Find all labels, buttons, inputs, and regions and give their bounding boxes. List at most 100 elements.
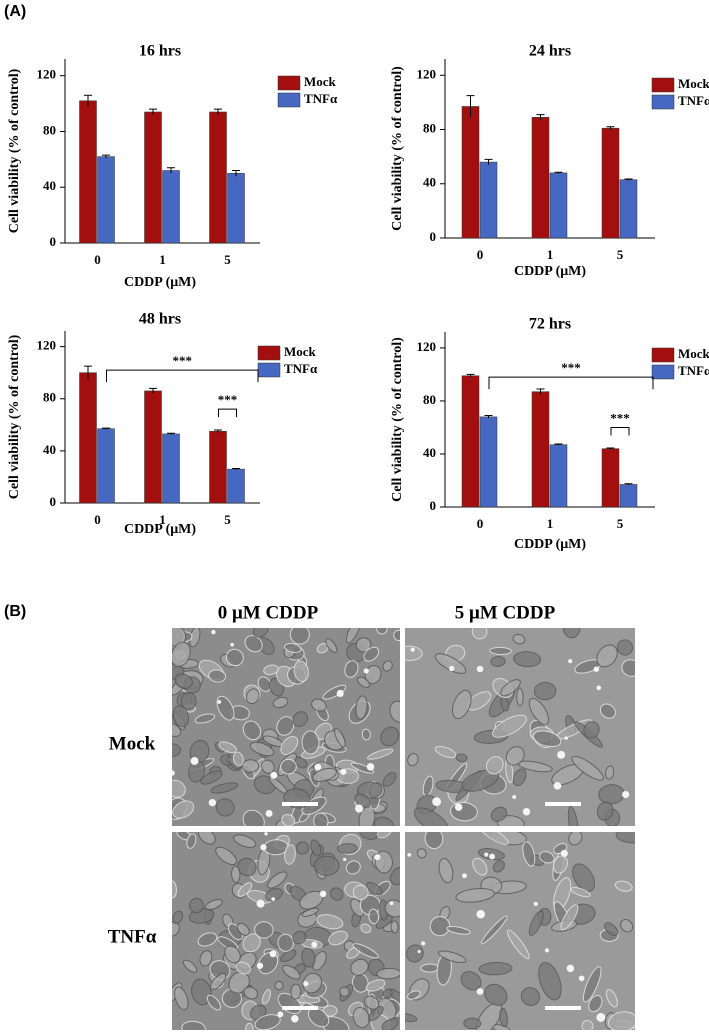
cell — [301, 947, 316, 968]
bar — [209, 111, 227, 244]
cell — [290, 983, 302, 1000]
bright-spot — [522, 807, 531, 816]
cell — [614, 880, 633, 892]
cell — [328, 930, 348, 946]
bar — [461, 375, 480, 508]
cell — [261, 989, 271, 1005]
cell — [360, 923, 372, 934]
cell — [352, 884, 369, 901]
legend-label: Mock — [284, 344, 317, 359]
bar — [461, 106, 480, 239]
cell — [390, 920, 399, 934]
significance-label: *** — [218, 392, 238, 407]
cell — [350, 762, 375, 774]
x-tick-label: 1 — [159, 252, 166, 267]
cell — [429, 916, 451, 937]
cell — [368, 1005, 384, 1022]
cell — [499, 1007, 508, 1028]
bright-spot — [217, 699, 222, 704]
cell — [607, 1011, 635, 1030]
bright-spot — [593, 666, 600, 672]
cell — [218, 741, 237, 754]
bright-spot — [363, 668, 369, 674]
cell — [484, 983, 508, 1006]
x-tick-label: 0 — [477, 516, 484, 531]
bright-spot — [311, 941, 318, 948]
cell — [242, 809, 265, 826]
cell — [568, 832, 583, 846]
bar — [97, 156, 115, 244]
bright-spot — [432, 797, 441, 807]
bright-spot — [340, 768, 347, 775]
cell — [437, 950, 467, 964]
y-tick-label: 0 — [430, 498, 437, 513]
bright-spot — [622, 790, 630, 799]
cell — [438, 858, 454, 884]
significance-label: *** — [561, 360, 581, 375]
row-label: TNFα — [108, 926, 157, 947]
micrograph — [172, 832, 400, 1030]
cell — [382, 772, 397, 787]
legend-swatch — [651, 347, 675, 363]
cell — [235, 961, 251, 975]
bar — [479, 161, 498, 239]
cell — [365, 979, 386, 992]
y-tick-label: 120 — [37, 338, 57, 353]
cell — [355, 695, 368, 720]
cell — [479, 832, 509, 845]
cell — [506, 929, 530, 960]
panel-label: (B) — [4, 603, 26, 620]
bright-spot — [410, 647, 415, 652]
cell — [434, 653, 467, 674]
cell — [265, 888, 283, 902]
bright-spot — [374, 854, 381, 861]
cell — [334, 727, 346, 748]
bright-spot — [269, 950, 277, 958]
cell — [257, 676, 272, 692]
bar — [79, 100, 97, 244]
cell — [620, 919, 634, 933]
cell — [616, 639, 634, 656]
cell — [350, 958, 369, 976]
bar — [601, 127, 620, 239]
cell — [562, 628, 581, 639]
cell — [405, 645, 423, 662]
panel-label: (A) — [4, 3, 26, 20]
cell — [188, 897, 204, 914]
y-tick-label: 0 — [50, 234, 57, 249]
bright-spot — [264, 832, 268, 836]
error-bar — [214, 429, 222, 433]
error-bar — [484, 158, 493, 165]
cell — [406, 944, 424, 963]
legend-swatch — [257, 345, 281, 361]
cell — [492, 714, 527, 738]
cell — [352, 1006, 370, 1029]
cell — [292, 711, 309, 727]
cell — [276, 716, 295, 736]
x-tick-label: 5 — [224, 252, 231, 267]
error-bar — [606, 447, 615, 450]
cell — [512, 633, 526, 645]
x-tick-label: 0 — [94, 512, 101, 527]
cell — [280, 735, 299, 755]
bright-spot — [560, 849, 568, 857]
cell — [528, 910, 544, 936]
column-label: 0 μM CDDP — [218, 602, 319, 623]
bright-spot — [489, 853, 496, 860]
cell — [528, 697, 550, 725]
cell — [538, 962, 562, 1001]
cell — [489, 646, 512, 655]
x-tick-label: 1 — [159, 512, 166, 527]
cell — [599, 703, 616, 719]
cell — [533, 681, 557, 701]
bright-spot — [421, 941, 426, 946]
x-tick-label: 1 — [547, 247, 554, 262]
cell — [513, 651, 542, 668]
cell — [281, 814, 296, 826]
bright-spot — [314, 763, 322, 771]
chart-title: 48 hrs — [139, 311, 181, 328]
cell — [216, 695, 235, 721]
bar — [144, 111, 162, 244]
bright-spot — [449, 665, 455, 672]
cell — [485, 756, 504, 775]
